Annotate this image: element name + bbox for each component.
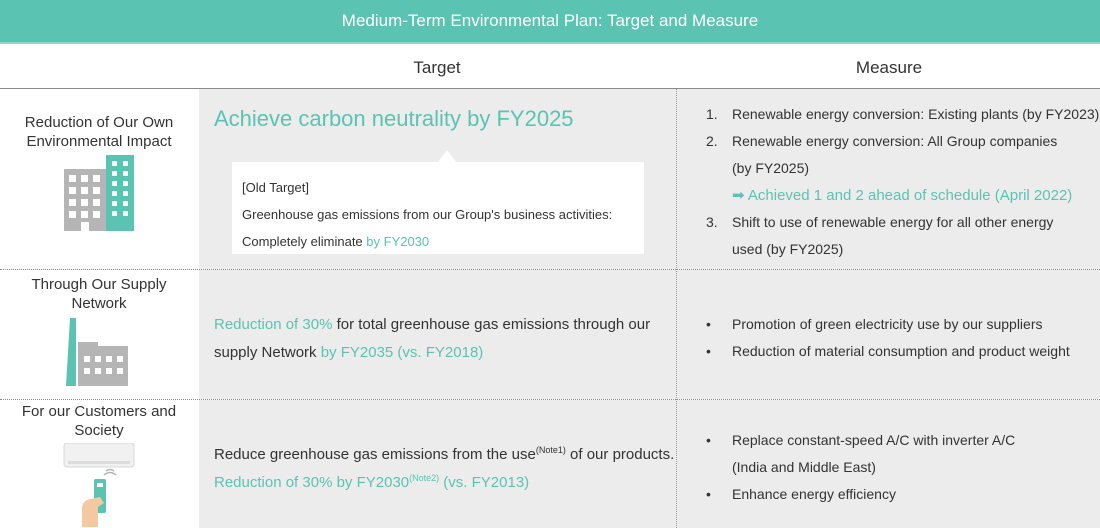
row3-target-line2: Reduction of 30% by FY2030(Note2) (vs. F… xyxy=(214,469,674,497)
measure-number: 2. xyxy=(706,133,718,149)
old-target-line2-accent: by FY2030 xyxy=(366,234,430,249)
measure-text: Renewable energy conversion: All Group c… xyxy=(732,133,1058,149)
factory-icon xyxy=(66,318,128,386)
row1-label-line2: Environmental Impact xyxy=(26,133,172,150)
row3-target-accent: (vs. FY2013) xyxy=(439,474,530,491)
row2-target-cell xyxy=(199,270,676,399)
row3-target-accent: Reduction of 30% by FY2030 xyxy=(214,474,410,491)
measure-column-header: Measure xyxy=(855,57,923,77)
page-title: Medium-Term Environmental Plan: Target a… xyxy=(0,0,1100,44)
row3-measure-cell xyxy=(677,400,1100,528)
row2-target-plain: supply Network xyxy=(214,344,321,361)
row2-target-plain: for total greenhouse gas emissions throu… xyxy=(332,316,651,333)
row3-target-plain: of our products. xyxy=(565,446,675,463)
row1-label-line1: Reduction of Our Own xyxy=(24,114,174,131)
header-divider xyxy=(0,88,1100,89)
measure-text: Enhance energy efficiency xyxy=(732,486,896,502)
row2-label-line1: Through Our Supply xyxy=(31,276,167,293)
row3-label-line1: For our Customers and xyxy=(21,403,177,420)
measure-number: 1. xyxy=(706,106,718,122)
row3-target-plain: Reduce greenhouse gas emissions from the… xyxy=(214,446,536,463)
row2-label: Through Our Supply Network xyxy=(0,275,198,313)
old-target-line2-plain: Completely eliminate xyxy=(242,234,367,249)
measure-text: Promotion of green electricity use by ou… xyxy=(732,316,1043,332)
note2-marker: (Note2) xyxy=(409,473,440,483)
measure-text: Replace constant-speed A/C with inverter… xyxy=(732,432,1016,448)
measure-text: Reduction of material consumption and pr… xyxy=(732,343,1070,359)
row2-target-accent: Reduction of 30% xyxy=(214,316,333,333)
row3-measure-list: • Replace constant-speed A/C with invert… xyxy=(706,427,1015,508)
target-column-header: Target xyxy=(413,57,461,77)
row3-target-line1: Reduce greenhouse gas emissions from the… xyxy=(214,441,674,469)
measure-text-continued: (India and Middle East) xyxy=(732,459,876,475)
row2-target-line2: supply Network by FY2035 (vs. FY2018) xyxy=(214,339,650,367)
measure-item: 2. Renewable energy conversion: All Grou… xyxy=(706,128,1099,155)
row1-measure-cell xyxy=(677,89,1100,269)
measure-item: 1. Renewable energy conversion: Existing… xyxy=(706,101,1099,128)
row2-measure-cell xyxy=(677,270,1100,399)
row2-target-line1: Reduction of 30% for total greenhouse ga… xyxy=(214,311,650,339)
old-target-line1: Greenhouse gas emissions from our Group'… xyxy=(242,207,613,222)
row3-label-line2: Society xyxy=(74,422,124,439)
row1-label: Reduction of Our Own Environmental Impac… xyxy=(0,113,198,151)
row1-measure-list: 1. Renewable energy conversion: Existing… xyxy=(706,101,1099,263)
row-divider xyxy=(0,269,1100,270)
measure-number: 3. xyxy=(706,214,718,230)
note1-marker: (Note1) xyxy=(535,445,566,455)
old-target-box: [Old Target] Greenhouse gas emissions fr… xyxy=(232,150,644,255)
building-icon xyxy=(64,155,134,231)
callout-pointer xyxy=(438,150,456,162)
row2-measure-list: • Promotion of green electricity use by … xyxy=(706,311,1070,365)
row-divider xyxy=(0,399,1100,400)
row3-target: Reduce greenhouse gas emissions from the… xyxy=(214,441,674,497)
measure-text-continued: used (by FY2025) xyxy=(732,241,844,257)
bullet: • xyxy=(706,432,711,448)
measure-item: • Enhance energy efficiency xyxy=(706,481,1015,508)
old-target-line2: Completely eliminate by FY2030 xyxy=(242,228,634,255)
bullet: • xyxy=(706,486,711,502)
achievement-note: ➡ Achieved 1 and 2 ahead of schedule (Ap… xyxy=(732,187,1073,204)
bullet: • xyxy=(706,343,711,359)
measure-text: Renewable energy conversion: Existing pl… xyxy=(732,106,1100,122)
air-conditioner-icon xyxy=(63,443,135,527)
row3-label: For our Customers and Society xyxy=(0,402,198,440)
bullet: • xyxy=(706,316,711,332)
old-target-heading: [Old Target] xyxy=(242,180,309,195)
row1-target-main: Achieve carbon neutrality by FY2025 xyxy=(214,106,574,131)
row3-target-cell xyxy=(199,400,676,528)
measure-item: • Promotion of green electricity use by … xyxy=(706,311,1070,338)
column-divider xyxy=(676,89,677,528)
measure-item: 3. Shift to use of renewable energy for … xyxy=(706,209,1099,236)
row2-target: Reduction of 30% for total greenhouse ga… xyxy=(214,311,650,367)
measure-text: Shift to use of renewable energy for all… xyxy=(732,214,1054,230)
row2-label-line2: Network xyxy=(71,295,127,312)
row2-target-accent: by FY2035 (vs. FY2018) xyxy=(320,344,484,361)
measure-text-continued: (by FY2025) xyxy=(732,160,810,176)
measure-item: • Reduction of material consumption and … xyxy=(706,338,1070,365)
measure-item: • Replace constant-speed A/C with invert… xyxy=(706,427,1015,454)
